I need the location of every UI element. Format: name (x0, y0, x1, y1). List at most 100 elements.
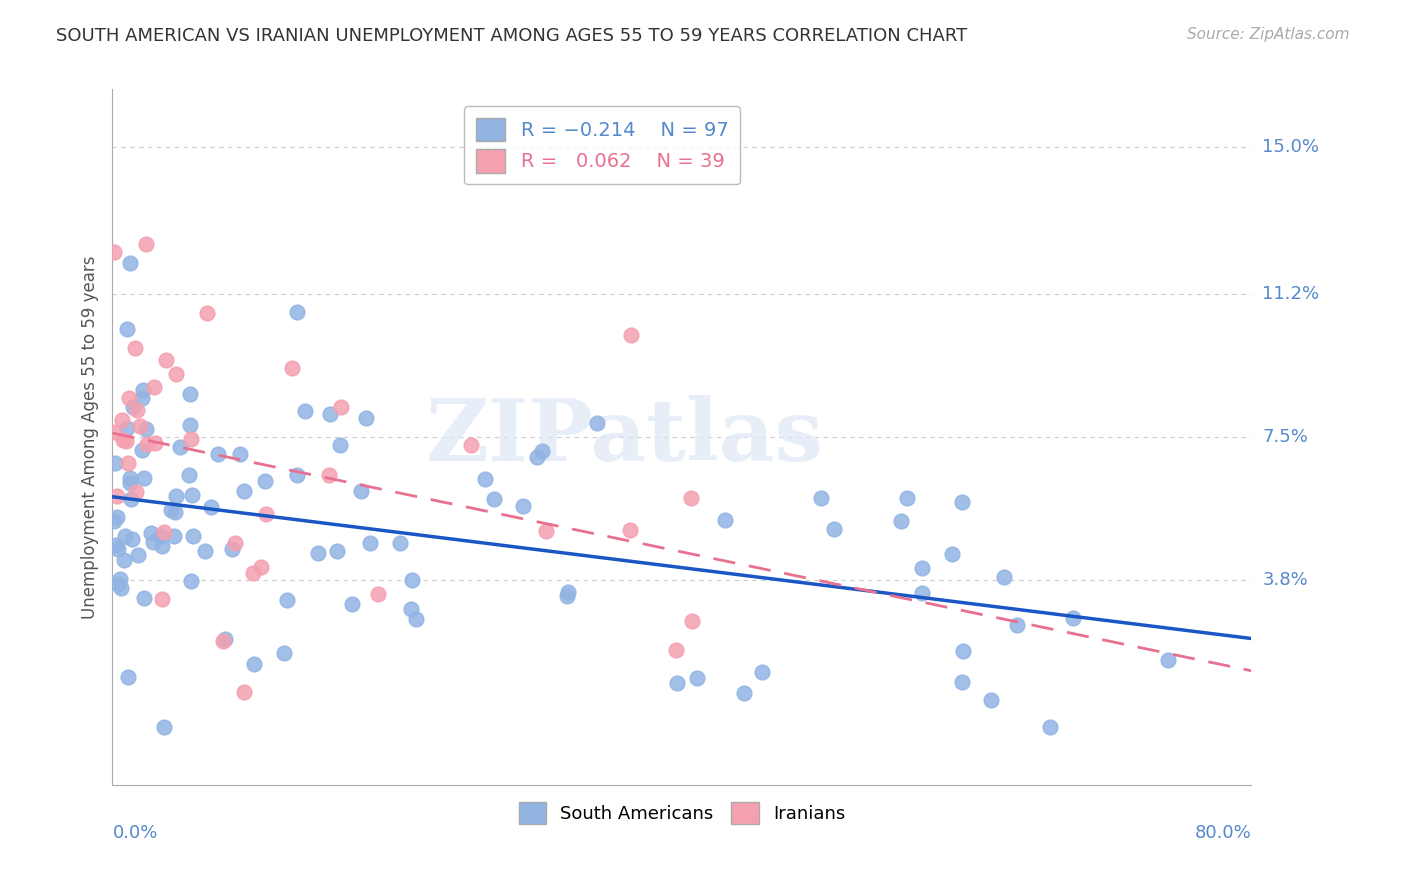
Point (530, 443, 553, 458)
Point (118, 256, 141, 270)
Point (181, 528, 204, 542)
Point (534, 524, 557, 539)
Point (135, 422, 157, 436)
Point (941, 547, 963, 561)
Point (181, 488, 204, 502)
Point (276, 593, 298, 607)
Point (195, 306, 218, 320)
Point (207, 447, 229, 461)
Point (350, 483, 373, 498)
Point (118, 471, 141, 485)
Point (131, 392, 153, 406)
Point (1156, 653, 1178, 667)
Point (389, 536, 412, 550)
Point (180, 433, 202, 447)
Point (224, 536, 246, 550)
Point (117, 670, 139, 684)
Point (114, 529, 136, 543)
Point (149, 529, 172, 543)
Point (401, 573, 423, 587)
Text: 80.0%: 80.0% (1195, 824, 1251, 842)
Point (526, 450, 548, 464)
Text: 0.0%: 0.0% (112, 824, 157, 842)
Point (200, 500, 222, 515)
Point (131, 442, 153, 457)
Point (329, 437, 352, 451)
Point (169, 440, 191, 454)
Point (460, 437, 482, 451)
Text: 7.5%: 7.5% (1263, 428, 1309, 446)
Point (165, 505, 187, 519)
Point (896, 491, 918, 505)
Point (250, 560, 273, 574)
Point (143, 380, 166, 394)
Point (555, 589, 578, 603)
Point (129, 418, 152, 433)
Point (179, 417, 201, 432)
Point (287, 468, 309, 483)
Point (950, 495, 973, 509)
Point (586, 417, 609, 431)
Y-axis label: Unemployment Among Ages 55 to 59 years: Unemployment Among Ages 55 to 59 years (80, 255, 98, 619)
Point (285, 305, 308, 319)
Point (512, 499, 534, 513)
Point (118, 476, 141, 491)
Point (165, 367, 187, 381)
Point (294, 404, 316, 418)
Point (318, 467, 340, 482)
Point (163, 529, 186, 543)
Point (1039, 720, 1062, 734)
Point (136, 437, 159, 451)
Point (112, 553, 135, 567)
Point (221, 542, 243, 557)
Point (665, 676, 688, 690)
Point (281, 361, 304, 376)
Point (165, 490, 187, 504)
Point (686, 671, 709, 685)
Point (112, 433, 135, 447)
Point (134, 471, 156, 485)
Point (124, 341, 146, 355)
Point (254, 507, 277, 521)
Point (180, 574, 202, 588)
Point (1005, 617, 1028, 632)
Point (141, 525, 163, 540)
Point (399, 602, 422, 616)
Text: ZIPatlas: ZIPatlas (426, 395, 824, 479)
Point (107, 541, 129, 556)
Point (890, 514, 912, 528)
Point (127, 403, 149, 417)
Point (110, 572, 132, 586)
Point (980, 693, 1002, 707)
Point (132, 591, 155, 606)
Point (122, 400, 145, 414)
Point (118, 391, 141, 405)
Text: 3.8%: 3.8% (1263, 571, 1308, 589)
Point (952, 644, 974, 658)
Point (326, 543, 349, 558)
Point (212, 634, 235, 648)
Point (143, 436, 166, 450)
Point (214, 632, 236, 646)
Point (620, 327, 643, 342)
Point (103, 514, 125, 528)
Point (329, 400, 352, 414)
Point (1062, 611, 1084, 625)
Point (232, 484, 254, 499)
Point (105, 510, 128, 524)
Point (127, 548, 149, 562)
Point (105, 538, 128, 552)
Point (132, 384, 155, 398)
Point (557, 585, 579, 599)
Point (120, 491, 142, 506)
Point (340, 597, 363, 611)
Point (810, 491, 832, 505)
Point (681, 614, 703, 628)
Point (993, 569, 1015, 583)
Point (254, 474, 277, 488)
Text: 11.2%: 11.2% (1263, 285, 1320, 303)
Point (121, 532, 143, 546)
Point (307, 546, 329, 560)
Point (111, 413, 134, 427)
Point (179, 467, 201, 482)
